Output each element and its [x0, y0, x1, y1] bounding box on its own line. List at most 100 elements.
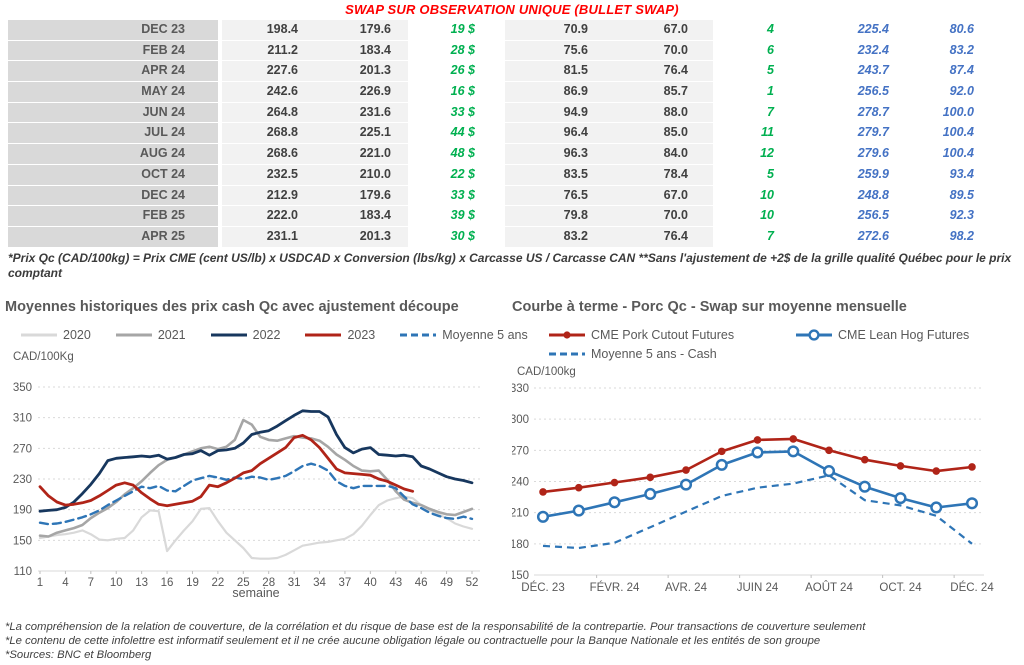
value-cell: 231.1: [218, 226, 318, 248]
value-cell: 98.2: [905, 226, 1016, 248]
value-cell: 5: [713, 61, 810, 83]
line-swatch-icon: [304, 329, 342, 341]
svg-text:AOÛT 24: AOÛT 24: [805, 581, 853, 594]
line-marker-swatch-icon: [795, 329, 833, 341]
value-cell: 70.9: [505, 20, 613, 41]
value-cell: 100.4: [905, 123, 1016, 145]
svg-text:22: 22: [211, 577, 224, 589]
value-cell: 92.3: [905, 206, 1016, 227]
value-cell: 6: [713, 40, 810, 62]
value-cell: 16 $: [408, 82, 505, 103]
value-cell: 92.0: [905, 82, 1016, 103]
table-row: FEB 25 222.0 183.4 39 $79.8 70.0 10 256.5 92.3: [8, 206, 1016, 227]
value-cell: 89.5: [905, 185, 1016, 207]
value-cell: 225.1: [318, 123, 408, 145]
svg-text:semaine: semaine: [232, 586, 279, 600]
svg-text:190: 190: [13, 505, 32, 517]
svg-text:330: 330: [512, 383, 529, 395]
svg-text:28: 28: [262, 577, 275, 589]
line-swatch-icon: [115, 329, 153, 341]
legend-label: CME Pork Cutout Futures: [591, 328, 735, 342]
value-cell: 211.2: [218, 40, 318, 62]
svg-text:240: 240: [512, 477, 529, 489]
legend-label: CME Lean Hog Futures: [838, 328, 970, 342]
svg-text:180: 180: [512, 539, 529, 551]
value-cell: 183.4: [318, 206, 408, 227]
value-cell: 227.6: [218, 61, 318, 83]
value-cell: 96.3: [505, 144, 613, 165]
value-cell: 279.7: [810, 123, 905, 145]
legend-label: 2021: [157, 328, 186, 342]
value-cell: 88.0: [613, 102, 713, 124]
svg-text:DÉC. 23: DÉC. 23: [521, 581, 564, 594]
value-cell: 179.6: [318, 185, 408, 207]
value-cell: 84.0: [613, 144, 713, 165]
footer-line: *Le contenu de cette infolettre est info…: [5, 635, 821, 647]
value-cell: 70.0: [613, 206, 713, 227]
dashed-line-swatch-icon: [548, 348, 586, 360]
value-cell: 5: [713, 164, 810, 186]
value-cell: 231.6: [318, 102, 408, 124]
value-cell: 232.4: [810, 40, 905, 62]
svg-text:110: 110: [14, 566, 32, 578]
month-cell: DEC 24: [8, 185, 218, 207]
table-row: JUN 24 264.8 231.6 33 $94.9 88.0 7 278.7 100.0: [8, 102, 1016, 124]
value-cell: 226.9: [318, 82, 408, 103]
value-cell: 76.5: [505, 185, 613, 207]
value-cell: 81.5: [505, 61, 613, 83]
table-row: JUL 24 268.8 225.1 44 $96.4 85.0 11 279.7 100.4: [8, 123, 1016, 145]
left-chart-title: Moyennes historiques des prix cash Qc av…: [5, 299, 459, 315]
svg-text:150: 150: [13, 535, 32, 547]
value-cell: 278.7: [810, 102, 905, 124]
svg-text:OCT. 24: OCT. 24: [879, 582, 922, 594]
value-cell: 7: [713, 102, 810, 124]
table-row: DEC 23 198.4 179.6 19 $70.9 67.0 4 225.4 80.6: [8, 20, 1016, 41]
value-cell: 87.4: [905, 61, 1016, 83]
value-cell: 221.0: [318, 144, 408, 165]
value-cell: 201.3: [318, 61, 408, 83]
table-row: FEB 24 211.2 183.4 28 $75.6 70.0 6 232.4 83.2: [8, 40, 1016, 62]
legend-item-2020: 2020: [20, 328, 91, 342]
value-cell: 19 $: [408, 20, 505, 41]
svg-text:52: 52: [466, 577, 479, 589]
value-cell: 268.6: [218, 144, 318, 165]
dashed-line-swatch-icon: [399, 329, 437, 341]
value-cell: 11: [713, 123, 810, 145]
legend-label: Moyenne 5 ans - Cash: [591, 347, 717, 361]
value-cell: 67.0: [613, 20, 713, 41]
value-cell: 93.4: [905, 164, 1016, 186]
value-cell: 210.0: [318, 164, 408, 186]
svg-text:230: 230: [13, 474, 32, 486]
legend-label: 2020: [63, 328, 91, 342]
svg-text:46: 46: [415, 577, 428, 589]
value-cell: 1: [713, 82, 810, 103]
legend-item-moyenne-cash: Moyenne 5 ans - Cash: [548, 347, 717, 361]
svg-text:270: 270: [13, 443, 32, 455]
legend-item-2023: 2023: [304, 328, 375, 342]
value-cell: 268.8: [218, 123, 318, 145]
month-cell: DEC 23: [8, 20, 218, 41]
value-cell: 39 $: [408, 206, 505, 227]
svg-text:25: 25: [237, 577, 250, 589]
month-cell: JUN 24: [8, 102, 218, 124]
svg-text:31: 31: [288, 577, 301, 589]
svg-text:1: 1: [37, 577, 43, 589]
value-cell: 67.0: [613, 185, 713, 207]
legend-item-2022: 2022: [210, 328, 280, 342]
value-cell: 100.4: [905, 144, 1016, 165]
month-cell: FEB 24: [8, 40, 218, 62]
line-swatch-icon: [210, 329, 248, 341]
svg-text:19: 19: [186, 577, 199, 589]
table-row: DEC 24 212.9 179.6 33 $76.5 67.0 10 248.8 89.5: [8, 185, 1016, 207]
table-row: APR 25 231.1 201.3 30 $83.2 76.4 7 272.6 98.2: [8, 226, 1016, 248]
value-cell: 198.4: [218, 20, 318, 41]
legend-item-lean-hog: CME Lean Hog Futures: [795, 328, 969, 342]
value-cell: 30 $: [408, 226, 505, 248]
month-cell: MAY 24: [8, 82, 218, 103]
value-cell: 259.9: [810, 164, 905, 186]
value-cell: 75.6: [505, 40, 613, 62]
right-chart-title: Courbe à terme - Porc Qc - Swap sur moye…: [512, 299, 907, 315]
value-cell: 201.3: [318, 226, 408, 248]
value-cell: 76.4: [613, 61, 713, 83]
svg-text:10: 10: [110, 577, 123, 589]
